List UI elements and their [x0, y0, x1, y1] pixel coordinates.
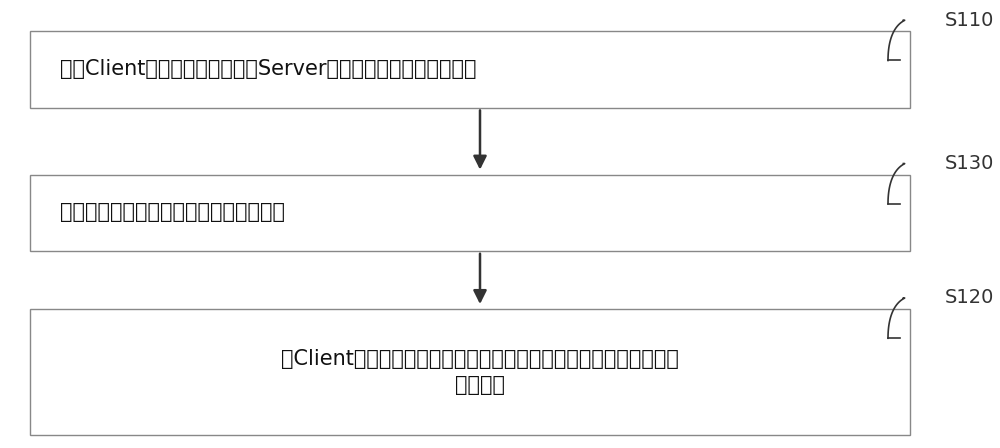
- Text: S120: S120: [945, 289, 994, 307]
- Text: 记录日志处理配置文件中变化的配置项；: 记录日志处理配置文件中变化的配置项；: [60, 202, 285, 222]
- Text: 根据Client端的本机配置文件从Server端获取日志处理配置文件；: 根据Client端的本机配置文件从Server端获取日志处理配置文件；: [60, 60, 477, 79]
- Text: S110: S110: [945, 11, 994, 30]
- Bar: [30, 309, 910, 435]
- Bar: [30, 31, 910, 108]
- Text: S130: S130: [945, 154, 994, 173]
- Bar: [30, 175, 910, 251]
- Text: 在Client端，根据日志处理配置文件调用日志处理程序，进行日志自
动处理。: 在Client端，根据日志处理配置文件调用日志处理程序，进行日志自 动处理。: [281, 349, 679, 395]
